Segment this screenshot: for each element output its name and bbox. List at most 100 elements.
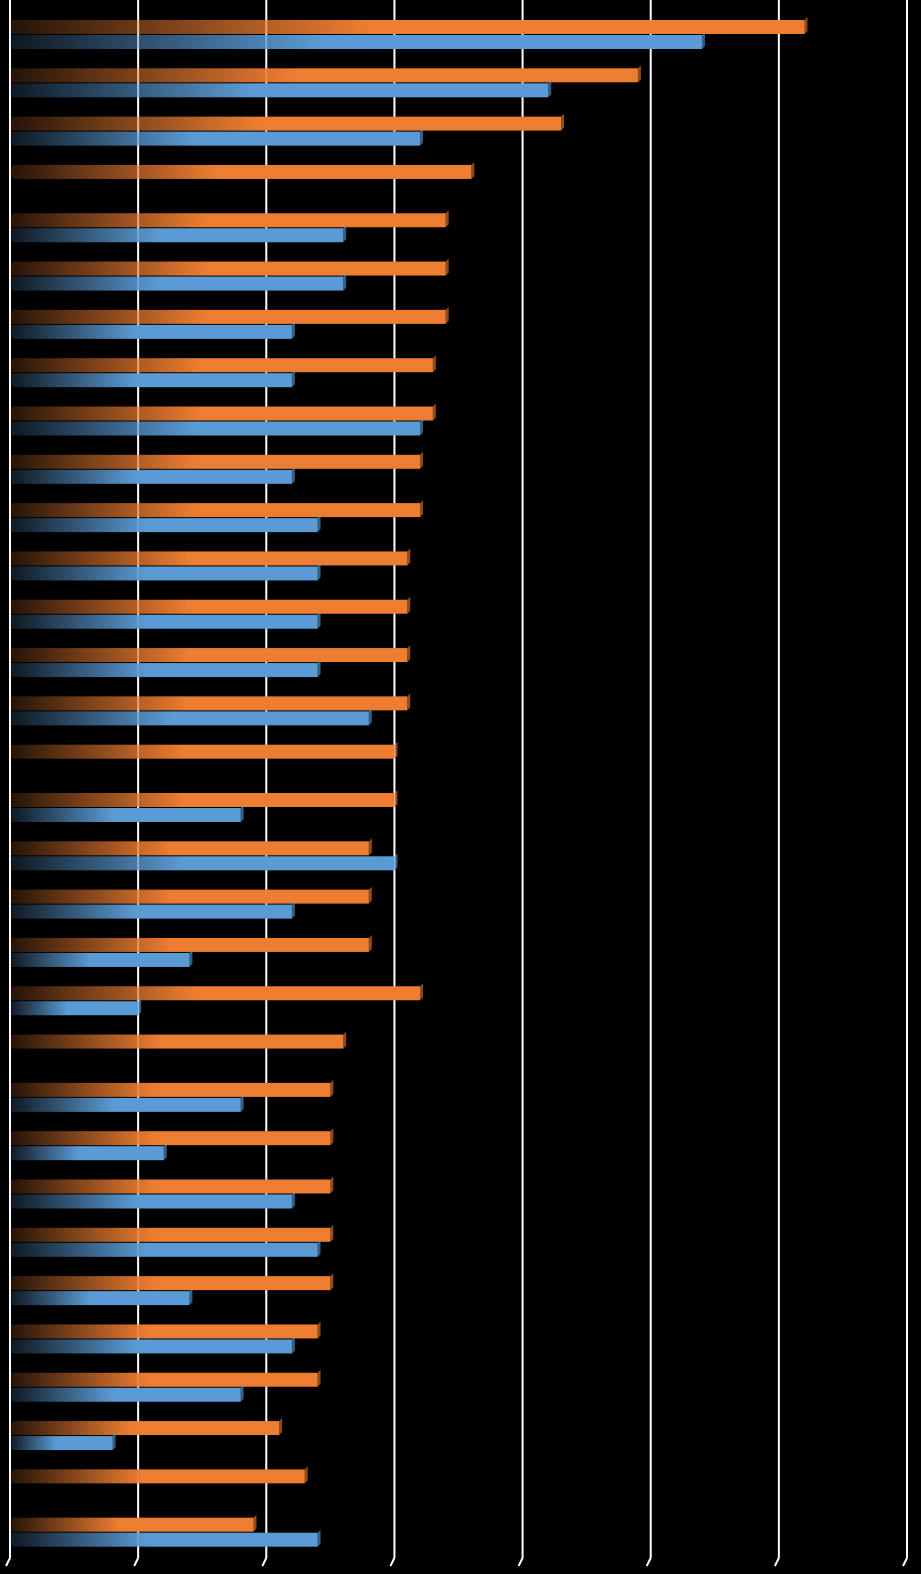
bar-cap: [420, 128, 424, 146]
bar-cap: [317, 660, 321, 678]
bar-cap: [291, 1336, 295, 1354]
bar-cap: [407, 548, 411, 566]
bar-cap: [291, 321, 295, 339]
bar: [10, 1146, 164, 1161]
bar: [10, 358, 433, 373]
bar-cap: [343, 273, 347, 291]
bar: [10, 663, 318, 678]
tick-mark: [773, 1557, 780, 1567]
bar: [10, 1001, 139, 1016]
bar-cap: [279, 1418, 283, 1436]
bar: [10, 1097, 241, 1112]
bar: [10, 952, 190, 967]
bar: [10, 1436, 113, 1451]
bar-cap: [420, 418, 424, 436]
bar-cap: [317, 1321, 321, 1339]
bar-cap: [304, 1466, 308, 1484]
bar-cap: [343, 225, 347, 243]
bar: [10, 1179, 331, 1194]
bar: [10, 551, 408, 566]
bar: [10, 937, 369, 952]
bar: [10, 213, 446, 228]
tick-mark: [5, 1557, 11, 1567]
bar-cap: [112, 1433, 116, 1451]
bar-cap: [330, 1273, 334, 1291]
bar-cap: [445, 258, 449, 276]
bar-cap: [163, 1143, 167, 1161]
bar: [10, 1339, 292, 1354]
bar-cap: [701, 32, 705, 49]
bar-cap: [253, 1514, 257, 1532]
bar: [10, 904, 292, 919]
bar-cap: [189, 1288, 193, 1306]
bar: [10, 744, 395, 759]
bar: [10, 566, 318, 581]
bar: [10, 228, 344, 243]
bar: [10, 793, 395, 807]
bar: [10, 503, 421, 518]
bar: [10, 1082, 331, 1097]
bar-cap: [330, 1176, 334, 1194]
bar-cap: [432, 355, 436, 373]
bar-cap: [317, 1369, 321, 1387]
bar: [10, 599, 408, 614]
bar-cap: [291, 466, 295, 484]
bar: [10, 648, 408, 663]
bar-cap: [407, 693, 411, 711]
bar: [10, 808, 241, 822]
bar-cap: [394, 741, 398, 759]
bar: [10, 131, 421, 146]
bar-cap: [343, 1031, 347, 1049]
bar: [10, 68, 638, 83]
bar-cap: [317, 515, 321, 533]
bar-cap: [368, 934, 372, 952]
bar-cap: [240, 1094, 244, 1112]
bar: [10, 1469, 305, 1484]
tick-mark: [517, 1557, 524, 1567]
bar-cap: [317, 1239, 321, 1257]
bar-cap: [240, 805, 244, 822]
bar: [10, 1387, 241, 1402]
bar-cap: [407, 596, 411, 614]
bar: [10, 1194, 292, 1209]
bar-cap: [189, 949, 193, 967]
bar: [10, 1324, 318, 1339]
bar: [10, 116, 562, 131]
bar-cap: [317, 611, 321, 629]
bar-cap: [394, 790, 398, 807]
bar: [10, 309, 446, 324]
bar-cap: [420, 451, 424, 469]
bar: [10, 1517, 254, 1532]
bar-cap: [368, 708, 372, 726]
bar: [10, 324, 292, 339]
bar-cap: [394, 853, 398, 871]
bar-cap: [368, 838, 372, 856]
bar: [10, 1291, 190, 1306]
tick-mark: [261, 1557, 268, 1567]
bar: [10, 276, 344, 291]
bar-cap: [432, 403, 436, 421]
tick-mark: [902, 1557, 908, 1567]
bar: [10, 1372, 318, 1387]
bar: [10, 1034, 344, 1049]
bar: [10, 164, 472, 179]
bar: [10, 1276, 331, 1291]
bar-cap: [561, 113, 565, 131]
bar: [10, 518, 318, 533]
bar-cap: [330, 1224, 334, 1242]
bar: [10, 1421, 280, 1436]
tick-mark: [133, 1557, 140, 1567]
bar: [10, 469, 292, 484]
bar: [10, 20, 805, 34]
bar-cap: [291, 901, 295, 919]
bar: [10, 841, 369, 856]
bar-cap: [445, 210, 449, 228]
bar-cap: [291, 1191, 295, 1209]
bar: [10, 373, 292, 388]
bar-cap: [330, 1079, 334, 1097]
bar-cap: [317, 1529, 321, 1547]
bar: [10, 1227, 331, 1242]
bar: [10, 889, 369, 904]
bar-cap: [420, 500, 424, 518]
